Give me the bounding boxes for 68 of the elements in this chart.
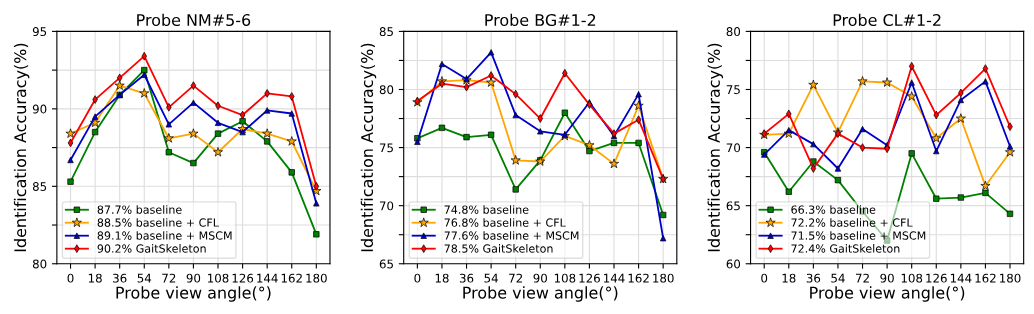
y-tick-label: 75 [379, 143, 393, 153]
x-tick-label: 90 [533, 273, 547, 283]
chart-title: Probe CL#1-2 [833, 13, 941, 27]
y-axis-title: Identification Accuracy(%) [360, 43, 377, 252]
x-tick-label: 18 [88, 273, 102, 283]
legend-label: 71.5% baseline + MSCM [791, 231, 926, 240]
y-tick-label: 95 [32, 27, 47, 37]
x-tick-label: 180 [653, 273, 674, 283]
x-tick-label: 126 [926, 273, 947, 283]
legend-label: 77.6% baseline + MSCM [444, 231, 579, 240]
x-tick-label: 162 [628, 273, 649, 283]
x-tick-label: 126 [579, 273, 600, 283]
legend-label: 72.2% baseline + CFL [791, 218, 913, 227]
legend-label: 72.4% GaitSkeleton [791, 244, 900, 253]
x-tick-label: 72 [162, 273, 176, 283]
x-tick-label: 72 [855, 273, 869, 283]
x-tick-label: 126 [232, 273, 254, 283]
legend-label: 66.3% baseline [791, 205, 876, 214]
legend-label: 78.5% GaitSkeleton [444, 244, 553, 253]
x-tick-label: 0 [67, 273, 74, 283]
y-tick-label: 65 [726, 201, 740, 211]
chart-title: Probe NM#5-6 [137, 13, 251, 27]
x-tick-label: 108 [901, 273, 923, 283]
x-tick-label: 90 [880, 273, 894, 283]
legend-label: 76.8% baseline + CFL [444, 218, 566, 227]
y-axis-title: Identification Accuracy(%) [13, 43, 30, 252]
x-tick-label: 144 [950, 273, 972, 283]
x-tick-label: 54 [137, 273, 152, 283]
x-tick-label: 0 [414, 273, 421, 283]
legend-label: 87.7% baseline [97, 205, 182, 214]
y-tick-label: 60 [726, 259, 741, 269]
y-tick-label: 75 [726, 85, 740, 95]
x-tick-label: 18 [435, 273, 449, 283]
x-tick-label: 144 [257, 273, 278, 283]
legend-label: 74.8% baseline [444, 205, 529, 214]
x-tick-label: 162 [975, 273, 996, 283]
y-tick-label: 70 [726, 143, 741, 153]
x-tick-label: 18 [782, 273, 796, 283]
x-tick-label: 108 [208, 273, 229, 283]
x-tick-label: 54 [484, 273, 498, 283]
x-tick-label: 180 [306, 273, 327, 283]
x-axis-title: Probe view angle(°) [463, 286, 618, 302]
y-axis-title: Identification Accuracy(%) [707, 43, 724, 252]
x-tick-label: 36 [806, 273, 821, 283]
x-axis-title: Probe view angle(°) [116, 286, 271, 302]
y-tick-label: 80 [32, 259, 47, 269]
x-tick-label: 90 [186, 273, 201, 283]
legend-label: 89.1% baseline + MSCM [97, 231, 232, 240]
legend-label: 88.5% baseline + CFL [97, 218, 219, 227]
x-tick-label: 144 [604, 273, 625, 283]
y-tick-label: 90 [32, 104, 47, 114]
x-tick-label: 54 [831, 273, 845, 283]
chart-title: Probe BG#1-2 [485, 13, 596, 27]
x-tick-label: 180 [1000, 273, 1021, 283]
x-tick-label: 72 [509, 273, 523, 283]
x-axis-title: Probe view angle(°) [810, 286, 965, 302]
y-tick-label: 65 [379, 259, 393, 269]
y-tick-label: 85 [379, 27, 393, 37]
x-tick-label: 108 [554, 273, 576, 283]
y-tick-label: 80 [726, 27, 741, 37]
y-tick-label: 85 [32, 182, 47, 191]
x-tick-label: 36 [113, 273, 127, 283]
legend-label: 90.2% GaitSkeleton [97, 244, 206, 253]
x-tick-label: 36 [459, 273, 474, 283]
y-tick-label: 70 [379, 201, 394, 211]
x-tick-label: 0 [761, 273, 768, 283]
y-tick-label: 80 [379, 85, 394, 95]
x-tick-label: 162 [281, 273, 302, 283]
